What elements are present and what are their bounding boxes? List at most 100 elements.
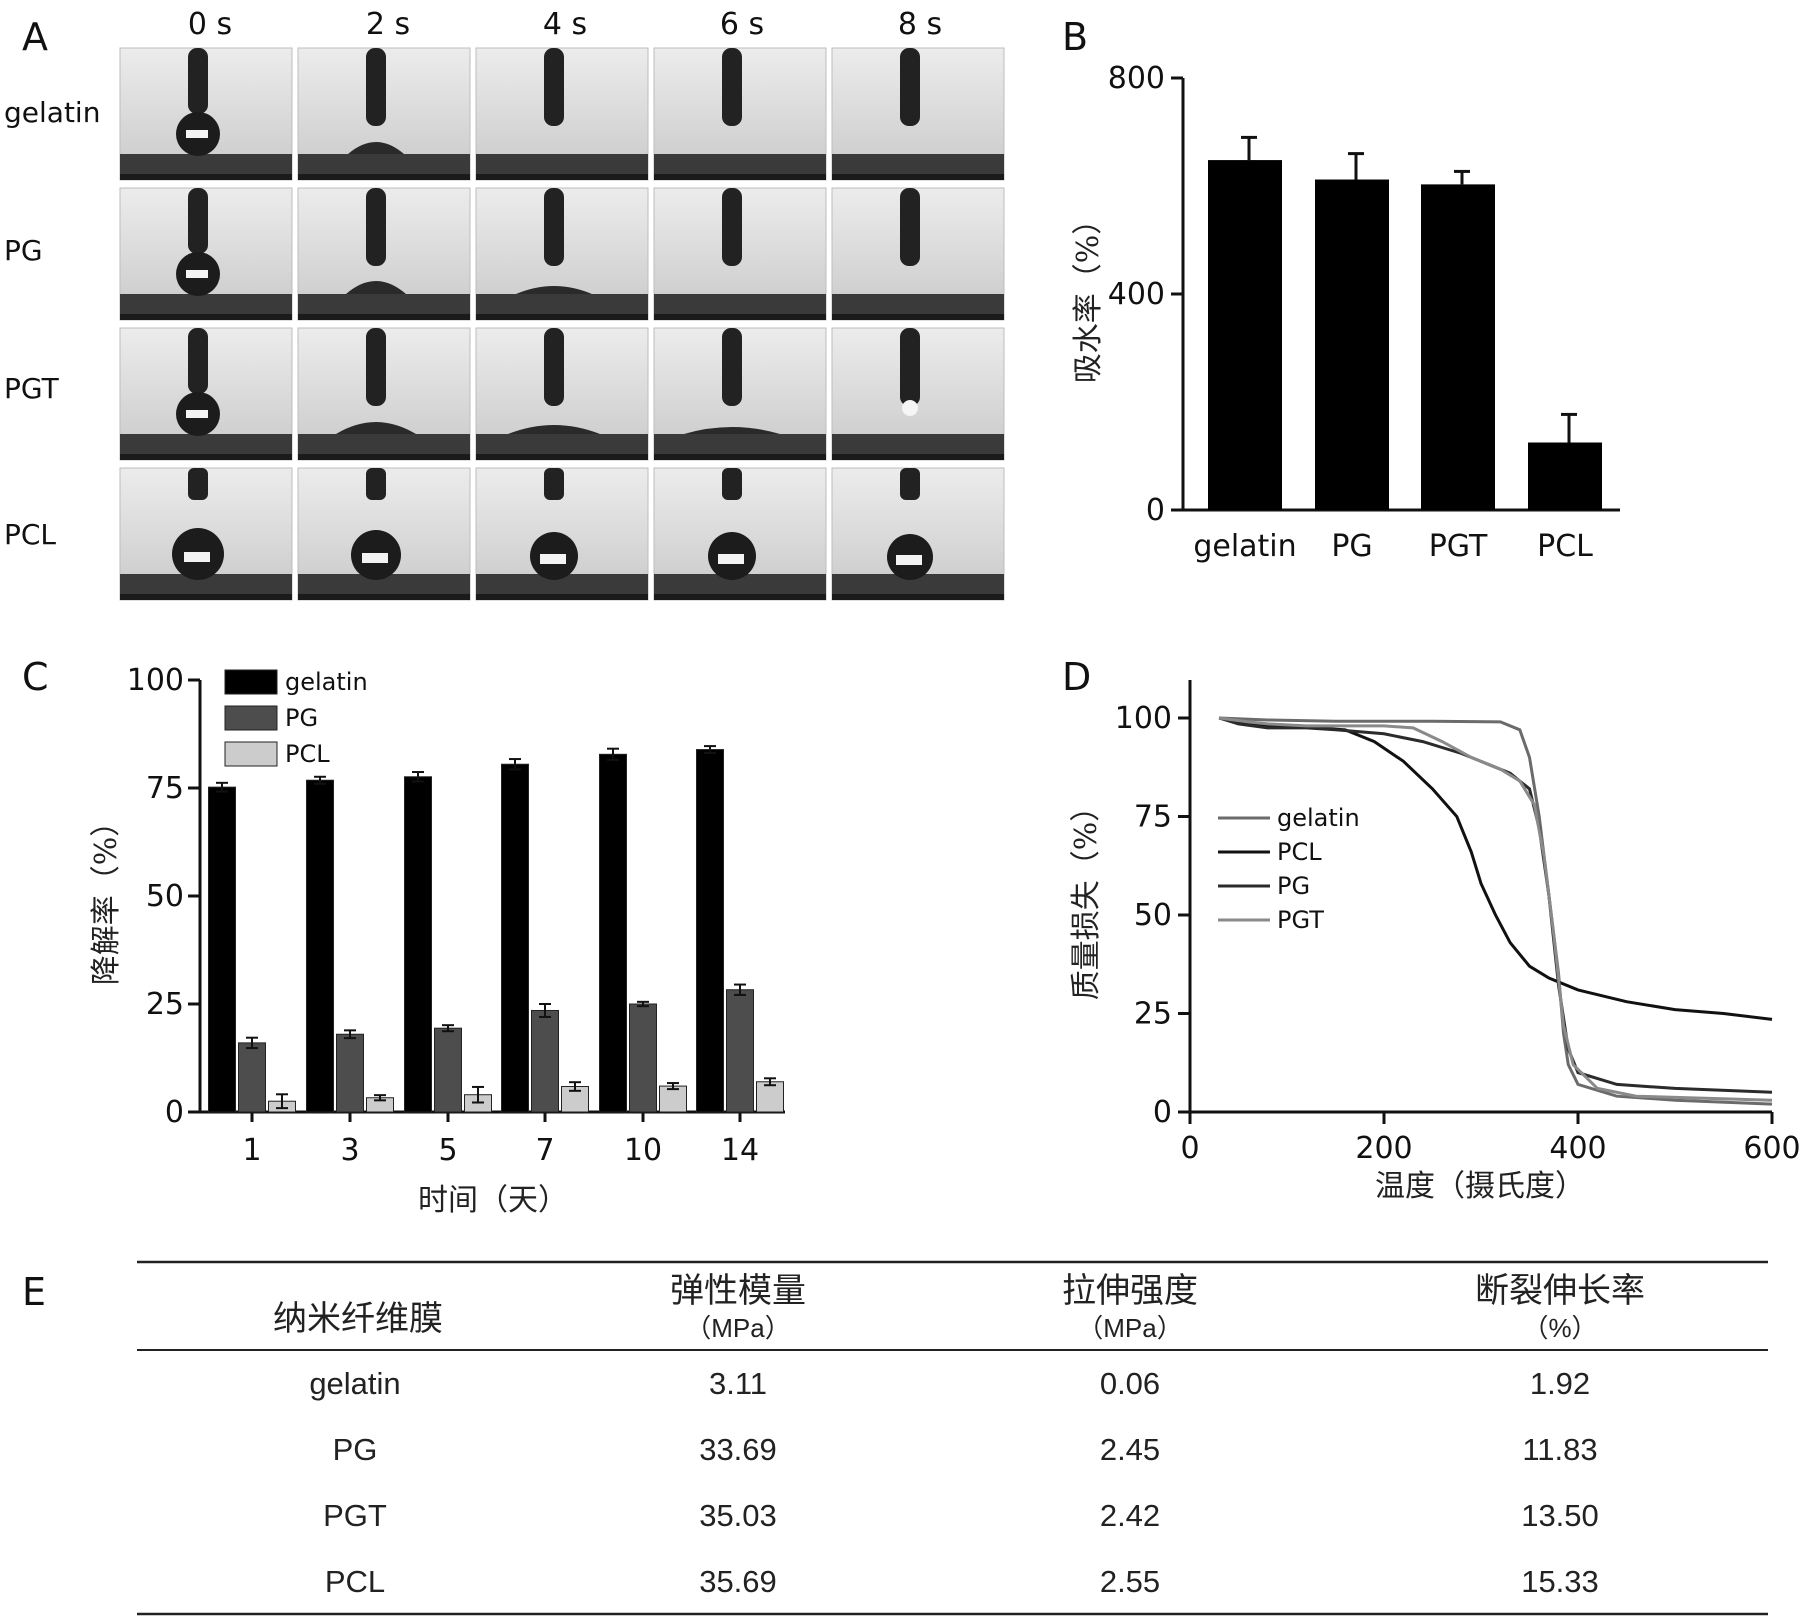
time-label: 6 s	[720, 7, 764, 42]
needle	[544, 328, 564, 406]
x-tick-label: PG	[1331, 529, 1372, 564]
table-cell: 1.92	[1530, 1366, 1590, 1401]
droplet-photo	[475, 187, 649, 321]
mass-loss-chart: 0 25 50 75 100 0 200 400 600 gelatin PCL PG PGT 质量损失（…	[1069, 680, 1801, 1204]
y-tick-label: 75	[146, 771, 184, 806]
contact-angle-grid: 0 s 2 s 4 s 6 s 8 s gelatin PG PGT PCL	[4, 7, 1005, 601]
time-label: 4 s	[543, 7, 587, 42]
water-absorption-chart: 0 400 800 gelatin PG PGT PCL 吸水率（%）	[1071, 61, 1620, 564]
table-header-modulus-unit: （MPa）	[685, 1313, 790, 1343]
x-tick-label: 0	[1180, 1131, 1199, 1166]
table-cell: PG	[333, 1432, 378, 1467]
table-cell: 33.69	[699, 1432, 777, 1467]
bar	[1208, 160, 1282, 510]
x-tick-label: 600	[1743, 1131, 1800, 1166]
y-tick-label: 25	[1134, 997, 1172, 1032]
line-pg	[1218, 716, 1773, 1094]
row-label: gelatin	[4, 96, 100, 129]
x-tick-label: 14	[721, 1133, 759, 1168]
table-header-elongation-unit: （%）	[1522, 1313, 1597, 1343]
needle	[366, 328, 386, 406]
legend-label: PG	[285, 704, 318, 732]
bar-pg	[629, 1003, 657, 1113]
y-tick-label: 100	[127, 663, 184, 698]
table-cell: 15.33	[1521, 1564, 1599, 1599]
droplet-photo	[831, 187, 1005, 321]
table-cell: 3.11	[709, 1366, 767, 1401]
droplet-photo	[119, 47, 293, 181]
table-header-strength-unit: （MPa）	[1077, 1313, 1182, 1343]
x-tick-label: 1	[242, 1133, 261, 1168]
line-pgt	[1218, 716, 1773, 1102]
x-tick-label: 7	[535, 1133, 554, 1168]
droplet-highlight	[540, 554, 566, 564]
tip-highlight	[902, 400, 918, 416]
table-cell: 13.50	[1521, 1498, 1599, 1533]
legend-label: PG	[1277, 872, 1310, 900]
bar-pg	[726, 989, 754, 1113]
table-cell: 35.03	[699, 1498, 777, 1533]
x-axis-label: 温度（摄氏度）	[1375, 1169, 1585, 1204]
substrate-edge	[298, 174, 470, 180]
needle	[366, 48, 386, 126]
y-tick-label: 0	[1146, 493, 1165, 528]
legend-label: gelatin	[1277, 804, 1360, 832]
droplet-photo	[475, 467, 649, 601]
y-tick-label: 0	[165, 1095, 184, 1130]
y-tick-label: 100	[1115, 701, 1172, 736]
x-tick-label: gelatin	[1193, 529, 1296, 564]
bar-pg	[531, 1009, 559, 1113]
table-header-strength: 拉伸强度	[1062, 1271, 1198, 1311]
droplet-photo	[831, 47, 1005, 181]
panel-letter-a: A	[22, 15, 48, 59]
bar-pcl	[659, 1085, 687, 1113]
table-cell: 0.06	[1100, 1366, 1160, 1401]
bar-gelatin	[208, 786, 236, 1113]
droplet-photo	[653, 47, 827, 181]
table-header-modulus: 弹性模量	[670, 1271, 806, 1311]
droplet-photo	[297, 467, 471, 601]
bar-gelatin	[696, 749, 724, 1113]
y-axis-label: 吸水率（%）	[1071, 205, 1106, 384]
droplet-photo	[475, 47, 649, 181]
line-pcl	[1218, 716, 1773, 1021]
droplet-highlight	[186, 130, 208, 138]
needle	[366, 188, 386, 266]
row-label: PG	[4, 234, 43, 267]
substrate-edge	[476, 454, 648, 460]
substrate-edge	[120, 594, 292, 600]
droplet-photo	[297, 187, 471, 321]
time-label: 2 s	[366, 7, 410, 42]
droplet-photo	[653, 467, 827, 601]
legend-label: gelatin	[285, 668, 368, 696]
table-header-elongation: 断裂伸长率	[1475, 1271, 1645, 1311]
droplet-photo	[119, 187, 293, 321]
droplet-photo	[475, 327, 649, 461]
table-cell: PCL	[325, 1564, 385, 1599]
table-cell: 11.83	[1522, 1432, 1597, 1467]
legend-swatch	[224, 705, 278, 731]
droplet-photo	[653, 187, 827, 321]
bar	[1315, 179, 1389, 510]
table-cell: 2.45	[1100, 1432, 1160, 1467]
substrate-edge	[476, 314, 648, 320]
needle	[722, 468, 742, 500]
needle	[722, 188, 742, 266]
panel-letter-e: E	[22, 1270, 46, 1314]
needle	[188, 328, 208, 394]
x-tick-label: 400	[1549, 1131, 1606, 1166]
bar-pg	[336, 1033, 364, 1113]
table-cell: 2.55	[1100, 1564, 1160, 1599]
substrate-edge	[654, 314, 826, 320]
needle	[544, 468, 564, 500]
droplet-photo	[653, 327, 827, 461]
x-tick-label: 10	[624, 1133, 662, 1168]
substrate-edge	[654, 594, 826, 600]
droplet-photo	[119, 327, 293, 461]
y-tick-label: 75	[1134, 800, 1172, 835]
table-row: PGT 35.03 2.42 13.50	[323, 1498, 1599, 1533]
y-tick-label: 50	[146, 879, 184, 914]
needle	[900, 328, 920, 406]
legend-label: PCL	[1277, 838, 1322, 866]
droplet-photo	[297, 327, 471, 461]
